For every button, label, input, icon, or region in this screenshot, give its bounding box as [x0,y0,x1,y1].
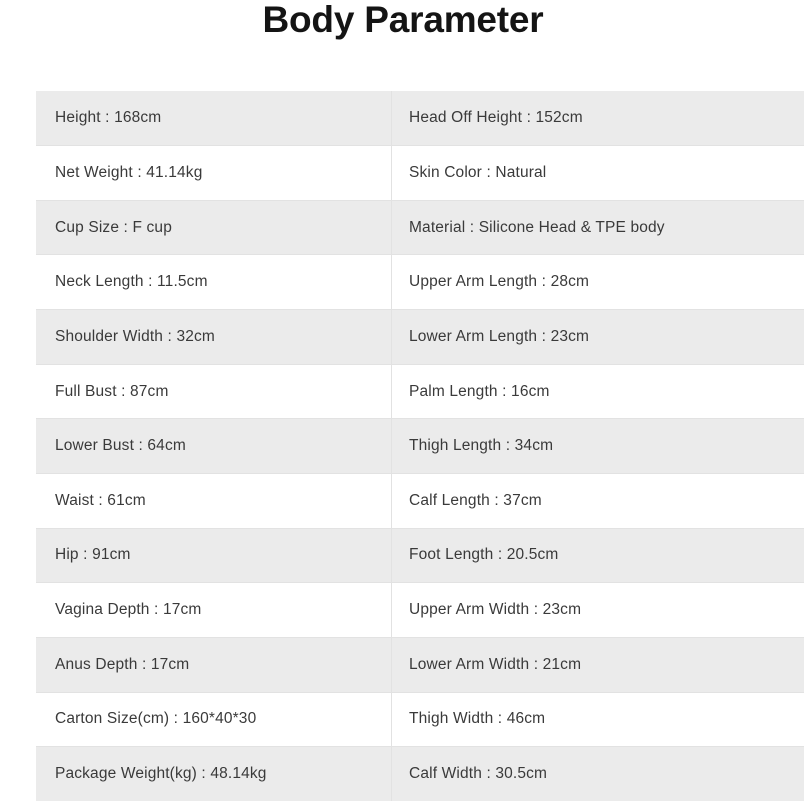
table-row: Anus Depth : 17cm Lower Arm Width : 21cm [36,637,804,693]
spec-cell-left: Shoulder Width : 32cm [36,309,392,365]
spec-cell-right: Lower Arm Length : 23cm [391,309,804,365]
table-row: Vagina Depth : 17cm Upper Arm Width : 23c… [36,582,804,638]
spec-cell-right: Palm Length : 16cm [391,364,804,420]
spec-cell-left: Waist : 61cm [36,473,392,529]
table-body: Height : 168cm Head Off Height : 152cm Net… [36,91,804,802]
table-row: Carton Size(cm) : 160*40*30 Thigh Width :… [36,692,804,748]
table-row: Hip : 91cm Foot Length : 20.5cm [36,528,804,584]
spec-cell-left: Height : 168cm [36,91,392,147]
body-parameter-table: Height : 168cm Head Off Height : 152cm Net… [36,91,804,802]
table-row: Waist : 61cm Calf Length : 37cm [36,473,804,529]
spec-cell-left: Net Weight : 41.14kg [36,145,392,201]
spec-cell-right: Material : Silicone Head & TPE body [391,200,804,256]
spec-cell-right: Upper Arm Width : 23cm [391,582,804,638]
spec-cell-left: Hip : 91cm [36,528,392,584]
table-row: Height : 168cm Head Off Height : 152cm [36,91,804,147]
table-row: Net Weight : 41.14kg Skin Color : Natural [36,145,804,201]
spec-cell-right: Thigh Width : 46cm [391,692,804,748]
table-row: Package Weight(kg) : 48.14kg Calf Width :… [36,746,804,802]
table-row: Full Bust : 87cm Palm Length : 16cm [36,364,804,420]
table-row: Lower Bust : 64cm Thigh Length : 34cm [36,418,804,474]
spec-cell-right: Head Off Height : 152cm [391,91,804,147]
spec-cell-right: Calf Length : 37cm [391,473,804,529]
page-title: Body Parameter [262,0,544,40]
spec-cell-right: Upper Arm Length : 28cm [391,254,804,311]
spec-cell-left: Anus Depth : 17cm [36,637,392,693]
table-row: Shoulder Width : 32cm Lower Arm Length : … [36,309,804,365]
spec-cell-right: Skin Color : Natural [391,145,804,201]
spec-cell-left: Lower Bust : 64cm [36,418,392,474]
spec-cell-right: Lower Arm Width : 21cm [391,637,804,693]
spec-cell-left: Package Weight(kg) : 48.14kg [36,746,392,802]
spec-cell-left: Cup Size : F cup [36,200,392,256]
spec-cell-left: Vagina Depth : 17cm [36,582,392,638]
table-row: Cup Size : F cup Material : Silicone Head… [36,200,804,256]
spec-cell-right: Foot Length : 20.5cm [391,528,804,584]
spec-cell-left: Full Bust : 87cm [36,364,392,420]
table-row: Neck Length : 11.5cm Upper Arm Length : 2… [36,254,804,311]
spec-cell-right: Calf Width : 30.5cm [391,746,804,802]
spec-cell-left: Neck Length : 11.5cm [36,254,392,311]
spec-cell-left: Carton Size(cm) : 160*40*30 [36,692,392,748]
spec-cell-right: Thigh Length : 34cm [391,418,804,474]
